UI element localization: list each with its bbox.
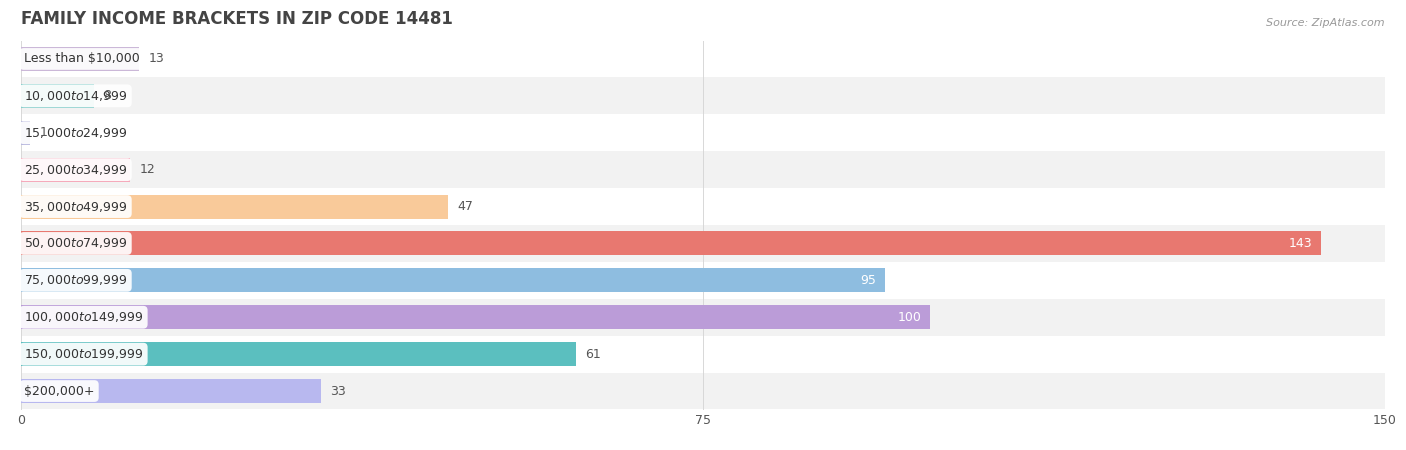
Bar xyxy=(21,40,1385,77)
Bar xyxy=(21,84,94,108)
Text: 33: 33 xyxy=(330,385,346,397)
Text: FAMILY INCOME BRACKETS IN ZIP CODE 14481: FAMILY INCOME BRACKETS IN ZIP CODE 14481 xyxy=(21,10,453,28)
Text: $200,000+: $200,000+ xyxy=(24,385,94,397)
Bar xyxy=(21,262,1385,299)
Text: Less than $10,000: Less than $10,000 xyxy=(24,53,139,65)
Bar xyxy=(21,305,931,329)
Bar xyxy=(21,373,1385,410)
Text: $100,000 to $149,999: $100,000 to $149,999 xyxy=(24,310,143,324)
Text: $150,000 to $199,999: $150,000 to $199,999 xyxy=(24,347,143,361)
Text: 8: 8 xyxy=(103,90,111,102)
Text: $10,000 to $14,999: $10,000 to $14,999 xyxy=(24,89,128,103)
Bar xyxy=(21,114,1385,151)
Text: $15,000 to $24,999: $15,000 to $24,999 xyxy=(24,126,128,140)
Bar xyxy=(21,342,575,366)
Bar xyxy=(21,336,1385,373)
Text: 143: 143 xyxy=(1288,237,1312,250)
Text: 100: 100 xyxy=(897,311,921,324)
Bar xyxy=(21,225,1385,262)
Text: $50,000 to $74,999: $50,000 to $74,999 xyxy=(24,236,128,251)
Bar xyxy=(21,47,139,71)
Bar xyxy=(21,188,1385,225)
Bar xyxy=(21,151,1385,188)
Bar xyxy=(21,299,1385,336)
Bar xyxy=(21,379,321,403)
Bar xyxy=(21,77,1385,114)
Text: Source: ZipAtlas.com: Source: ZipAtlas.com xyxy=(1267,18,1385,28)
Text: 13: 13 xyxy=(149,53,165,65)
Text: 47: 47 xyxy=(457,200,474,213)
Bar xyxy=(21,231,1322,256)
Text: 12: 12 xyxy=(139,163,155,176)
Bar xyxy=(21,158,131,182)
Text: $25,000 to $34,999: $25,000 to $34,999 xyxy=(24,162,128,177)
Text: 61: 61 xyxy=(585,348,600,360)
Text: $75,000 to $99,999: $75,000 to $99,999 xyxy=(24,273,128,288)
Bar xyxy=(21,268,884,292)
Bar xyxy=(21,121,30,145)
Text: 95: 95 xyxy=(860,274,876,287)
Text: 1: 1 xyxy=(39,126,48,139)
Bar xyxy=(21,194,449,219)
Text: $35,000 to $49,999: $35,000 to $49,999 xyxy=(24,199,128,214)
